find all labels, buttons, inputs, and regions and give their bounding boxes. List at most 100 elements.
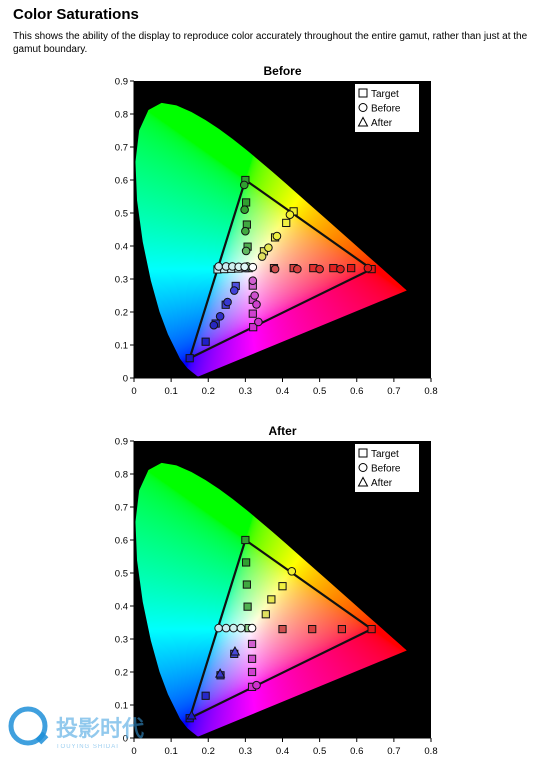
circle-point [287,567,297,576]
circle-point [363,263,373,273]
x-tick-label: 0.1 [165,386,178,397]
square-point [261,610,270,619]
y-tick-label: 0.7 [115,143,128,154]
circle-point [264,243,273,252]
y-tick-label: 0.4 [115,242,128,253]
legend-marker-triangle [357,116,369,127]
circle-point [252,300,261,309]
circle-point [215,311,225,321]
square-point [243,602,252,611]
square-point [347,264,356,273]
chart-legend: Target Before After [355,444,419,492]
series-before [214,567,297,690]
triangle-point [229,645,241,656]
chart-before-svg: Before 0 0.1 0.2 0.3 0.4 0.5 0.6 0.7 0.8 0 0.1 0.2 0.… [115,64,438,397]
legend-marker-square [358,448,368,458]
circle-point [336,264,345,274]
y-tick-label: 0.8 [115,110,128,121]
legend-marker-circle [358,103,368,112]
legend-label: After [371,118,393,129]
chart-title: After [268,424,296,438]
square-point [278,625,287,634]
x-tick-label: 0.5 [313,746,326,757]
circle-point [223,297,232,307]
circle-point [214,262,223,271]
square-point [242,198,251,207]
triangle-point [186,710,197,720]
chart-title: Before [263,64,301,78]
y-tick-label: 0.7 [115,503,128,514]
x-tick-label: 0.4 [276,386,289,397]
square-point [367,625,376,634]
y-tick-label: 0.4 [115,602,128,613]
svg-text:投影时代: 投影时代 [56,716,144,741]
square-point [249,323,258,332]
circle-point [241,246,251,256]
y-tick-label: 0.3 [115,635,128,646]
square-point [267,595,276,604]
chart-after: After 0 0.1 0.2 0.3 0.4 0.5 0.6 0.7 0.8 0 0.1 0.2 0.3… [0,418,547,770]
y-tick-label: 0 [123,374,128,385]
circle-point [241,226,250,236]
x-tick-label: 0.7 [387,386,400,397]
circle-point [240,205,249,214]
series-before [209,180,373,330]
square-point [248,309,257,318]
x-tick-label: 0.6 [350,386,363,397]
series-after [186,645,241,720]
circle-point [315,264,324,274]
square-point [242,558,251,567]
x-tick-label: 0.3 [239,746,252,757]
x-tick-label: 0.6 [350,746,363,757]
y-tick-label: 0.3 [115,275,128,286]
watermark-logo: 投影时代 TOUYING SHIDAI [4,704,164,754]
circle-point [221,623,231,633]
y-tick-label: 0.5 [115,209,128,220]
svg-text:TOUYING SHIDAI: TOUYING SHIDAI [56,744,119,750]
legend-label: Target [371,449,399,460]
legend-label: After [371,478,393,489]
circle-point [293,264,302,274]
x-tick-label: 0 [131,386,136,397]
circle-point [229,286,239,295]
circle-point [248,262,258,272]
square-point [201,337,210,346]
square-point [247,667,257,677]
square-point [337,625,346,634]
square-point [278,582,287,591]
x-tick-label: 0.8 [424,386,437,397]
page-description: This shows the ability of the display to… [13,31,528,55]
square-point [201,691,210,700]
y-tick-label: 0.2 [115,308,128,319]
circle-point [252,680,261,690]
circle-point [254,317,263,327]
x-tick-label: 0.3 [239,386,252,397]
circle-point [247,623,257,633]
page-title: Color Saturations [13,6,139,23]
legend-marker-triangle [357,476,369,487]
y-tick-label: 0.9 [115,77,128,88]
legend-label: Before [371,103,401,114]
x-tick-label: 0.8 [424,746,437,757]
x-tick-label: 0.2 [202,386,215,397]
circle-point [239,180,249,190]
square-point [241,535,250,545]
x-tick-label: 0.1 [165,746,178,757]
triangle-point [214,668,226,678]
y-tick-label: 0.2 [115,668,128,679]
circle-point [236,623,246,633]
x-tick-label: 0 [131,746,136,757]
square-point [242,580,251,589]
square-point [185,354,194,363]
y-tick-label: 0.1 [115,341,128,352]
chart-legend: Target Before After [355,84,419,132]
x-tick-label: 0.2 [202,746,215,757]
square-point [247,639,257,649]
circle-point [240,262,249,272]
y-tick-label: 0.8 [115,470,128,481]
y-tick-label: 0.1 [115,701,128,712]
circle-point [250,291,259,300]
circle-point [214,623,223,633]
circle-point [209,320,219,330]
circle-point [248,276,258,285]
